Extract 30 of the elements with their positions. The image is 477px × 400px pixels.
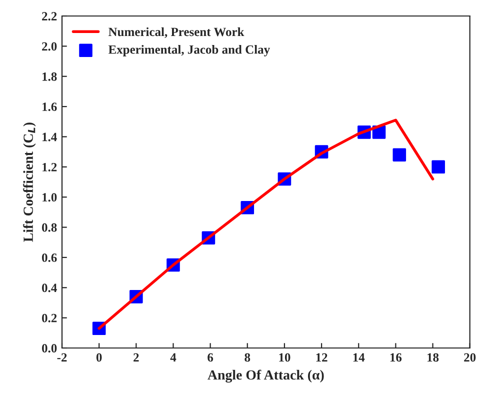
y-tick-label: 0.4 (42, 284, 57, 292)
x-tick-label: 20 (464, 353, 476, 362)
x-tick-label: 6 (208, 353, 214, 362)
y-tick-label: 0.0 (42, 344, 57, 353)
y-tick-label: 0.6 (42, 253, 57, 262)
y-tick-label: 1.4 (42, 132, 57, 142)
y-tick-label: 0.8 (42, 223, 57, 232)
y-tick-label: 1.8 (42, 72, 57, 81)
legend-label: Numerical, Present Work (108, 27, 244, 38)
y-tick-label: 2.0 (42, 42, 57, 51)
y-tick-label: 1.6 (42, 102, 57, 112)
x-tick-label: -2 (57, 353, 67, 362)
x-axis-title: Angle Of Attack (α) (208, 370, 324, 383)
x-tick-label: 8 (244, 353, 250, 362)
x-tick-label: 12 (316, 353, 328, 362)
x-tick-label: 10 (279, 353, 290, 362)
y-tick-label: 1.0 (42, 193, 57, 202)
x-tick-label: 16 (390, 353, 402, 362)
y-axis-title: Lift Coefficient (C$_{L}$) (23, 122, 36, 242)
y-tick-label: 1.2 (42, 162, 57, 172)
legend-label: Experimental, Jacob and Clay (108, 44, 270, 56)
y-tick-label: 2.2 (42, 12, 57, 21)
x-tick-label: 4 (170, 353, 176, 362)
point (392, 148, 406, 162)
x-tick-label: 0 (96, 353, 102, 362)
y-tick-label: 0.2 (42, 314, 57, 322)
x-tick-label: 18 (428, 353, 439, 362)
x-tick-label: 2 (134, 353, 139, 362)
point (432, 160, 445, 174)
x-tick-label: 14 (353, 353, 365, 362)
